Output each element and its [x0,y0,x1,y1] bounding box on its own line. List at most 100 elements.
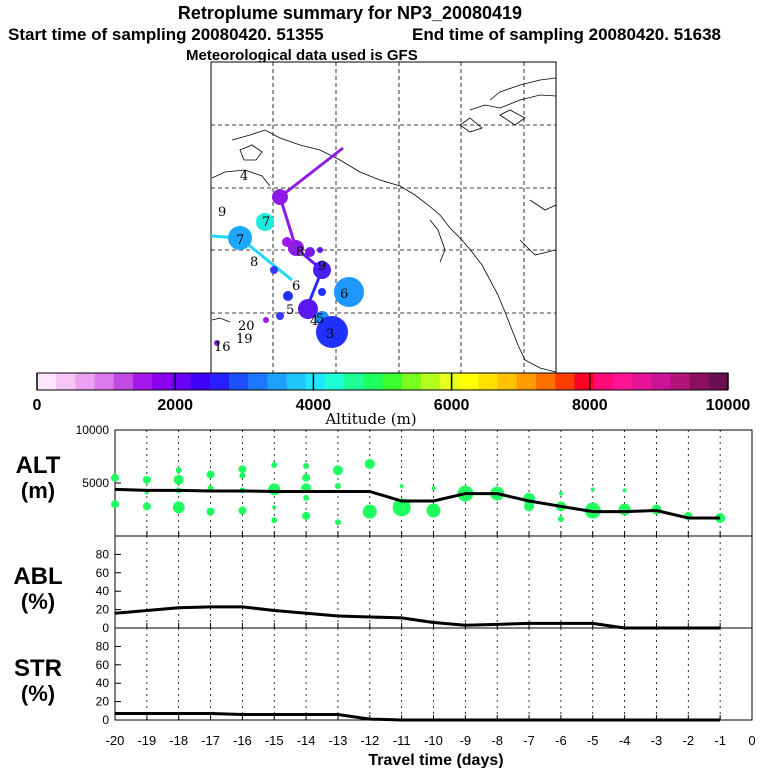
colorbar-swatch [94,373,115,390]
x-tick-label: -1 [714,733,726,748]
altitude-point [271,461,278,468]
sampling-times: Start time of sampling 20080420. 51355 E… [8,25,768,45]
y-tick-label: 60 [96,658,110,672]
colorbar-swatch [574,373,595,390]
colorbar-label: Altitude (m) [324,410,416,428]
plume-marker [263,317,269,323]
x-tick-label: -7 [523,733,535,748]
colorbar-swatch [286,373,307,390]
altitude-point [271,517,278,524]
colorbar-swatch [612,373,633,390]
plume-marker [282,237,292,247]
x-tick-label: -2 [683,733,695,748]
colorbar-swatch [171,373,192,390]
colorbar-swatch [324,373,345,390]
x-tick-label: -18 [169,733,188,748]
plume-markers [214,189,364,348]
altitude-point [334,483,341,490]
str-line [115,712,721,722]
panel-alt: 10000 5000 ALT(m) [16,423,753,537]
map-day-label: 20 [238,319,255,334]
colorbar-swatch [382,373,403,390]
plume-marker [334,277,364,307]
altitude-point [238,506,247,515]
colorbar-swatch [670,373,691,390]
abl-line [114,605,721,630]
colorbar-swatch [56,373,76,390]
track-segment [278,196,298,249]
colorbar-swatch [248,373,268,390]
panel-str: 80 60 40 20 0 STR(%) [14,627,753,727]
colorbar-swatch [555,373,575,390]
altitude-point [173,474,184,485]
altitude-point [175,467,182,474]
colorbar-swatch [132,373,153,390]
colorbar-swatch [516,373,537,390]
altitude-point [332,465,343,476]
map-day-label: 4 [310,314,318,329]
colorbar-swatch [305,373,326,390]
x-tick-label: -4 [619,733,631,748]
y-tick-label: 60 [96,566,110,580]
mean-altitude-line [114,487,721,520]
x-tick-label: -5 [587,733,599,748]
altitude-point [524,501,535,512]
colorbar-swatch [651,373,671,390]
plume-marker [313,261,331,279]
altitude-point [272,505,277,510]
altitude-point [206,507,215,516]
altitude-point [557,516,564,523]
altitude-point [302,511,311,520]
map-day-label: 5 [316,312,324,327]
y-axis-unit: (%) [21,681,55,706]
altitude-point [431,486,436,491]
colorbar-swatch [708,373,729,390]
colorbar-swatch [228,373,249,390]
y-axis-label: STR [14,655,62,682]
map-day-label: 6 [340,287,348,302]
plume-marker [214,340,220,346]
map-day-label: 8 [250,255,258,270]
x-tick-label: -16 [233,733,252,748]
colorbar-swatch [75,373,96,390]
colorbar-swatch [478,373,499,390]
plume-marker [317,247,323,253]
colorbar-swatch [593,373,614,390]
colorbar-tick-label: 4000 [296,397,332,414]
x-tick-label: 0 [748,733,755,748]
altitude-point [111,473,119,482]
altitude-point [111,500,119,509]
y-tick-label: 5000 [82,476,109,490]
altitude-point [618,503,631,516]
plume-marker [298,299,318,319]
plume-marker [272,189,288,205]
x-tick-label: -8 [491,733,503,748]
y-tick-label: 20 [96,695,110,709]
x-tick-label: -17 [201,733,220,748]
start-time: Start time of sampling 20080420. 51355 [8,25,324,44]
altitude-point [206,470,215,479]
y-tick-label: 0 [102,621,109,635]
y-axis-unit: (m) [21,478,55,503]
x-axis-label: Travel time (days) [368,752,503,768]
colorbar-swatch [440,373,460,390]
altitude-point [303,463,310,470]
plume-marker [276,312,284,320]
map-day-label: 6 [292,279,300,294]
colorbar-swatch [401,373,422,390]
colorbar-swatch [536,373,556,390]
colorbar-tick-label: 0 [33,397,42,414]
y-axis-label: ABL [13,563,62,590]
altitude-point [392,498,411,517]
altitude-point [303,494,310,501]
colorbar-swatch [459,373,479,390]
plume-marker [228,226,252,250]
x-tick-label: -19 [137,733,156,748]
altitude-point [172,501,185,514]
x-tick-label: -14 [297,733,316,748]
altitude-point [334,519,341,526]
altitude-point [268,483,281,496]
plume-marker [256,213,274,231]
map-day-label: 4 [240,169,248,184]
